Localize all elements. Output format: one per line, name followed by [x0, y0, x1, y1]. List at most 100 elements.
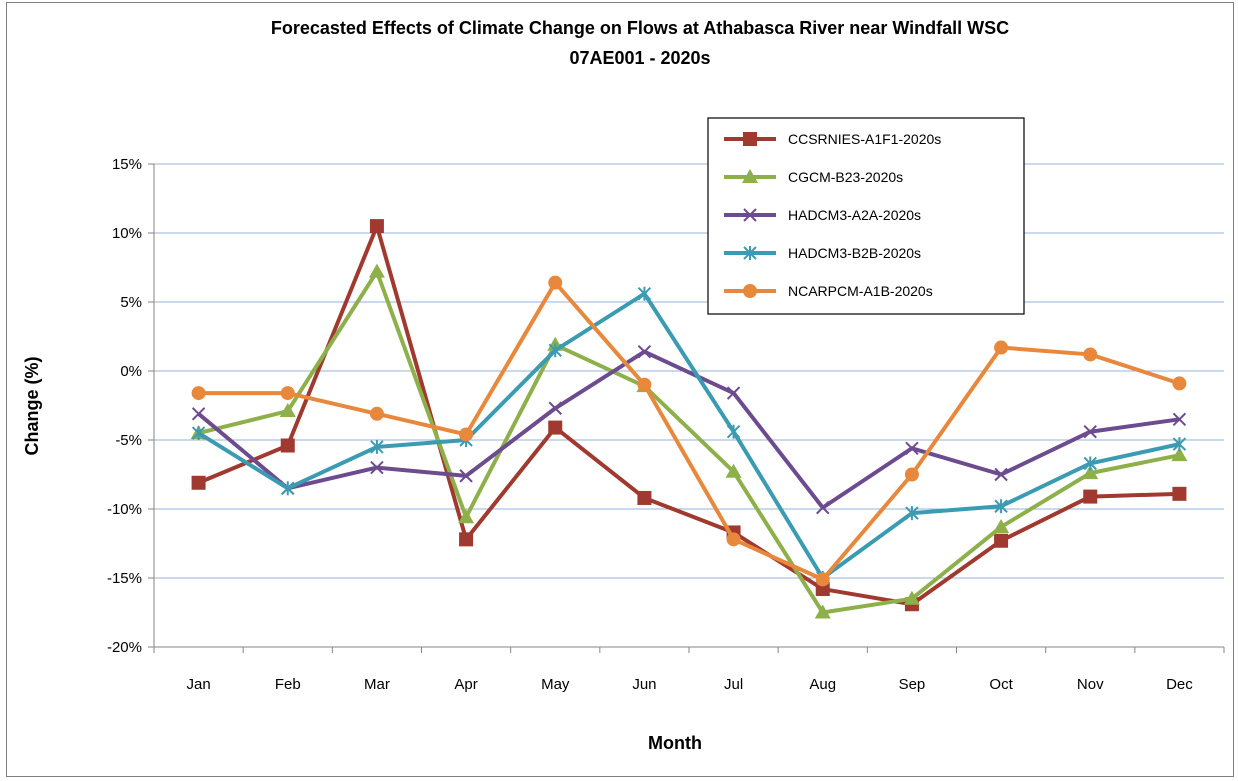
marker-circle — [637, 377, 652, 392]
series-hadcm3-a2a-2020s — [191, 344, 1187, 515]
marker-star — [743, 246, 757, 260]
axes — [148, 163, 1225, 653]
marker-x — [459, 469, 473, 483]
marker-star — [1083, 456, 1097, 471]
x-tick-label: Jul — [724, 676, 743, 693]
marker-x — [726, 386, 741, 400]
marker-circle — [743, 284, 757, 298]
marker-star — [548, 343, 562, 358]
x-tick-label: Feb — [275, 676, 301, 693]
chart-frame — [6, 2, 1234, 777]
legend-label: NCARPCM-A1B-2020s — [788, 283, 933, 299]
marker-triangle — [725, 463, 742, 478]
marker-triangle — [458, 509, 475, 524]
marker-circle — [726, 532, 741, 547]
x-tick-label: Sep — [899, 676, 926, 693]
series-ncarpcm-a1b-2020s — [191, 275, 1187, 587]
legend-label: HADCM3-A2A-2020s — [788, 207, 921, 223]
marker-triangle — [368, 263, 385, 278]
marker-x — [816, 500, 830, 515]
x-axis-ticks: Jan Feb Mar Apr May Jun Jul Aug Sep Oct Nov Dec — [186, 676, 1193, 693]
marker-x — [191, 407, 206, 421]
marker-x — [743, 208, 757, 222]
chart-subtitle: 07AE001 - 2020s — [569, 48, 710, 68]
marker-square — [191, 475, 206, 490]
x-tick-label: Mar — [364, 676, 390, 693]
marker-x — [1172, 412, 1187, 427]
series-ccsrnies-a1f1-2020s — [191, 219, 1187, 612]
marker-square — [994, 533, 1009, 548]
marker-square — [280, 438, 295, 453]
x-tick-label: Nov — [1077, 676, 1104, 693]
x-tick-label: Oct — [989, 676, 1013, 693]
legend-label: HADCM3-B2B-2020s — [788, 245, 921, 261]
marker-circle — [994, 340, 1009, 355]
legend-entry: NCARPCM-A1B-2020s — [724, 283, 933, 299]
marker-triangle — [279, 403, 296, 418]
marker-triangle — [1082, 465, 1099, 480]
marker-x — [994, 467, 1008, 482]
marker-x — [548, 401, 562, 415]
y-axis-title: Change (%) — [22, 356, 42, 455]
legend: CCSRNIES-A1F1-2020s CGCM-B23-2020s HADCM3-… — [707, 117, 1025, 315]
legend-label: CGCM-B23-2020s — [788, 169, 903, 185]
x-tick-label: Apr — [454, 676, 477, 693]
x-tick-label: Dec — [1166, 676, 1193, 693]
marker-circle — [548, 275, 563, 290]
marker-triangle — [742, 169, 758, 183]
legend-entry: CCSRNIES-A1F1-2020s — [724, 131, 941, 147]
series-line — [197, 291, 1180, 580]
series-hadcm3-b2b-2020s — [191, 286, 1187, 585]
marker-triangle — [993, 518, 1010, 533]
x-tick-label: Jun — [632, 676, 656, 693]
marker-circle — [1172, 376, 1187, 391]
marker-circle — [369, 406, 384, 421]
marker-circle — [1083, 347, 1098, 362]
marker-circle — [815, 572, 830, 587]
marker-star — [281, 481, 295, 496]
marker-x — [1083, 425, 1097, 439]
x-tick-label: May — [541, 676, 570, 693]
y-tick-label: 10% — [112, 225, 142, 242]
marker-circle — [904, 467, 919, 482]
series-line — [197, 349, 1180, 510]
y-tick-label: 15% — [112, 156, 142, 173]
marker-star — [994, 499, 1008, 514]
marker-square — [815, 582, 830, 597]
marker-square — [459, 532, 474, 547]
marker-triangle — [1171, 447, 1188, 462]
y-tick-label: -5% — [115, 432, 142, 449]
marker-square — [369, 219, 384, 234]
marker-triangle — [903, 590, 920, 605]
x-tick-label: Jan — [186, 676, 210, 693]
marker-square — [1083, 489, 1098, 504]
series-line — [198, 280, 1181, 582]
marker-star — [637, 286, 652, 301]
marker-square — [743, 132, 757, 146]
series-line — [198, 269, 1180, 615]
marker-star — [191, 426, 206, 441]
marker-star — [905, 506, 919, 521]
legend-entry: HADCM3-A2A-2020s — [724, 207, 921, 223]
series-line — [197, 224, 1180, 607]
marker-star — [370, 439, 384, 454]
series-group — [190, 219, 1188, 619]
marker-square — [548, 420, 563, 435]
legend-entry: CGCM-B23-2020s — [724, 169, 903, 185]
marker-circle — [459, 427, 474, 442]
marker-square — [1172, 486, 1187, 501]
marker-circle — [280, 386, 295, 401]
y-axis-ticks: -20% -15% -10% -5% 0% 5% 10% 15% — [107, 156, 142, 656]
gridlines — [154, 163, 1224, 579]
marker-circle — [191, 386, 206, 401]
x-tick-label: Aug — [809, 676, 836, 693]
marker-triangle — [814, 604, 831, 619]
marker-x — [637, 344, 652, 359]
y-tick-label: -10% — [107, 501, 142, 518]
marker-star — [1172, 437, 1187, 452]
x-axis-title: Month — [648, 733, 702, 753]
legend-label: CCSRNIES-A1F1-2020s — [788, 131, 941, 147]
y-tick-label: 0% — [120, 363, 142, 380]
marker-x — [905, 441, 919, 455]
